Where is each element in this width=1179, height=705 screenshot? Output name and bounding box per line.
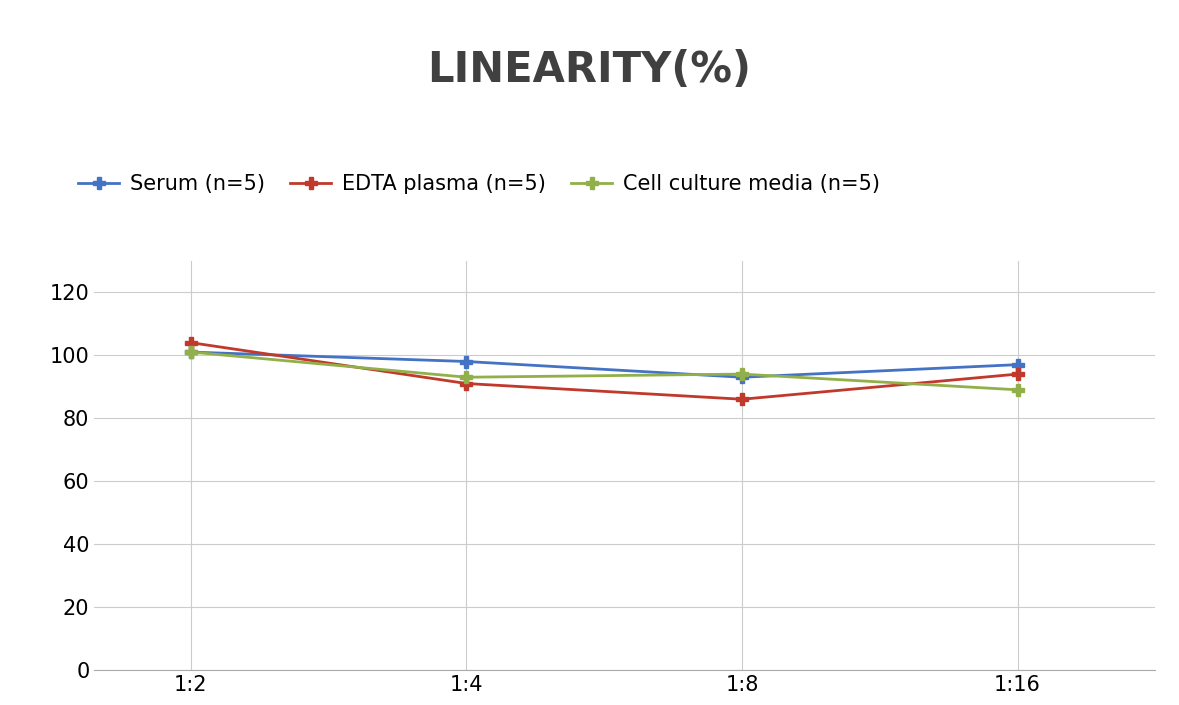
Serum (n=5) <box>184 348 198 356</box>
Legend: Serum (n=5), EDTA plasma (n=5), Cell culture media (n=5): Serum (n=5), EDTA plasma (n=5), Cell cul… <box>70 166 888 202</box>
Cell culture media (n=5) <box>460 373 474 381</box>
Line: Cell culture media (n=5): Cell culture media (n=5) <box>185 346 1023 396</box>
EDTA plasma (n=5) <box>460 379 474 388</box>
Line: EDTA plasma (n=5): EDTA plasma (n=5) <box>185 336 1023 405</box>
Serum (n=5) <box>460 357 474 366</box>
Line: Serum (n=5): Serum (n=5) <box>185 346 1023 384</box>
EDTA plasma (n=5) <box>735 395 749 403</box>
Cell culture media (n=5) <box>184 348 198 356</box>
EDTA plasma (n=5) <box>1010 370 1025 379</box>
Cell culture media (n=5) <box>1010 386 1025 394</box>
EDTA plasma (n=5) <box>184 338 198 347</box>
Text: LINEARITY(%): LINEARITY(%) <box>428 49 751 92</box>
Serum (n=5) <box>1010 360 1025 369</box>
Serum (n=5) <box>735 373 749 381</box>
Cell culture media (n=5) <box>735 370 749 379</box>
